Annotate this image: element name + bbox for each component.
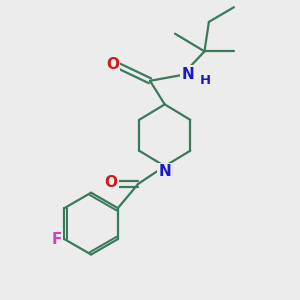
- Text: O: O: [106, 57, 119, 72]
- Text: O: O: [105, 175, 118, 190]
- Text: F: F: [52, 232, 62, 247]
- Text: H: H: [200, 74, 211, 87]
- Text: N: N: [158, 164, 171, 179]
- Text: N: N: [181, 67, 194, 82]
